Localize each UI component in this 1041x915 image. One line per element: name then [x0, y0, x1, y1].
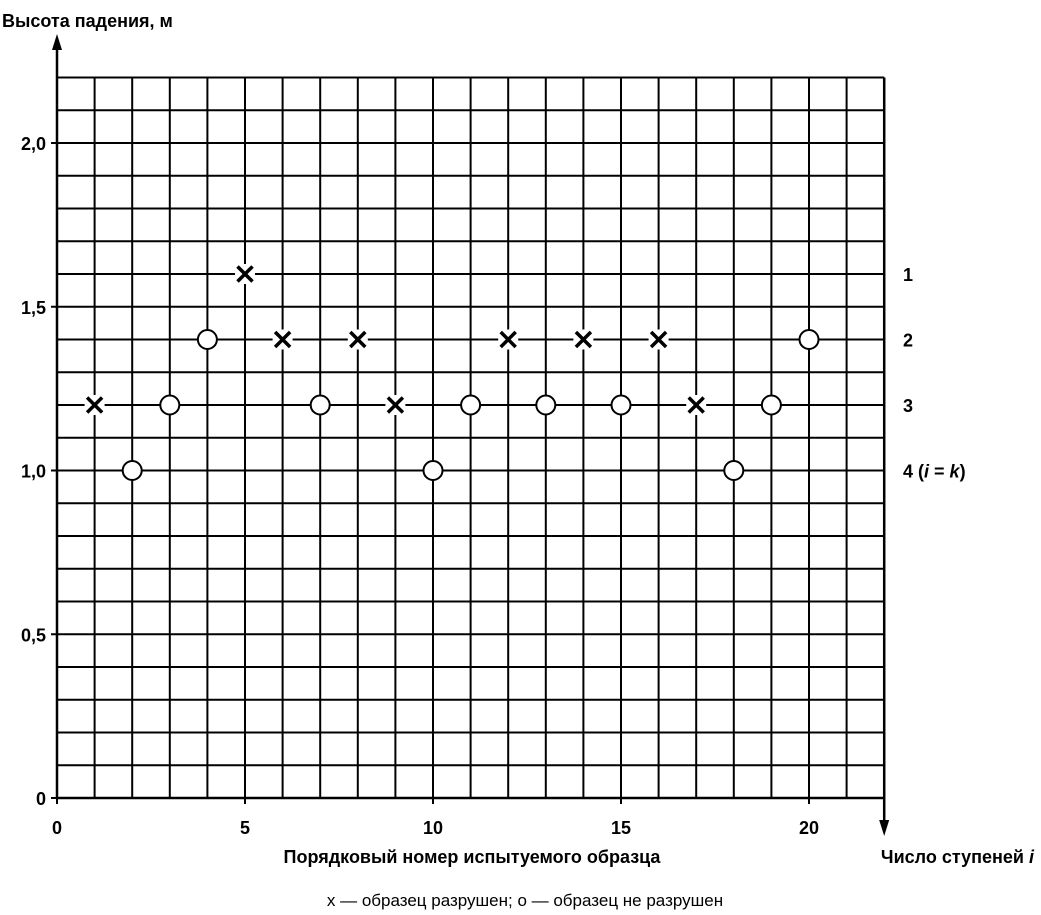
- level-label: 2: [903, 331, 913, 351]
- y-axis-arrow-icon: [52, 34, 62, 50]
- point-not-destroyed: [309, 394, 331, 416]
- point-not-destroyed: [159, 394, 181, 416]
- point-destroyed: [385, 395, 406, 415]
- level-label: 4 (i = k): [903, 462, 966, 482]
- point-not-destroyed: [610, 394, 632, 416]
- point-destroyed: [498, 329, 519, 350]
- axes: [51, 34, 890, 836]
- right-axis-label: Число ступеней i: [881, 847, 1035, 867]
- y-tick-label: 0,5: [21, 625, 46, 645]
- x-tick-label: 20: [799, 818, 819, 838]
- y-tick-label: 0: [36, 789, 46, 809]
- y-axis-label: Высота падения, м: [2, 11, 173, 31]
- x-tick-label: 0: [52, 818, 62, 838]
- point-not-destroyed: [760, 394, 782, 416]
- tick-labels: 0 5 10 15 20 0 0,5 1,0 1,5 2,0: [21, 134, 819, 838]
- x-tick-label: 10: [423, 818, 443, 838]
- x-tick-label: 5: [240, 818, 250, 838]
- right-axis-arrow-icon: [879, 820, 890, 836]
- level-labels: 1 2 3 4 (i = k): [903, 265, 966, 482]
- point-not-destroyed: [798, 329, 820, 350]
- point-not-destroyed: [460, 394, 482, 416]
- y-tick-label: 2,0: [21, 134, 46, 154]
- point-destroyed: [84, 395, 105, 415]
- point-not-destroyed: [121, 460, 143, 481]
- point-destroyed: [235, 264, 255, 284]
- point-not-destroyed: [535, 394, 557, 416]
- level-label: 1: [903, 265, 913, 285]
- y-tick-label: 1,5: [21, 298, 46, 318]
- grid: [56, 76, 886, 799]
- point-not-destroyed: [196, 329, 218, 350]
- point-destroyed: [347, 329, 368, 350]
- right-axis-label-var: i: [1029, 847, 1035, 867]
- point-not-destroyed: [723, 460, 745, 481]
- caption: х — образец разрушен; о — образец не раз…: [327, 891, 723, 910]
- right-axis-label-text: Число ступеней: [881, 847, 1024, 867]
- point-destroyed: [573, 329, 594, 350]
- x-tick-label: 15: [611, 818, 631, 838]
- point-destroyed: [272, 329, 293, 350]
- y-tick-label: 1,0: [21, 462, 46, 482]
- data-points: [84, 264, 820, 481]
- level-label: 3: [903, 396, 913, 416]
- point-destroyed: [686, 395, 707, 415]
- x-axis-label: Порядковый номер испытуемого образца: [284, 847, 662, 867]
- point-destroyed: [648, 329, 669, 350]
- point-not-destroyed: [422, 460, 444, 481]
